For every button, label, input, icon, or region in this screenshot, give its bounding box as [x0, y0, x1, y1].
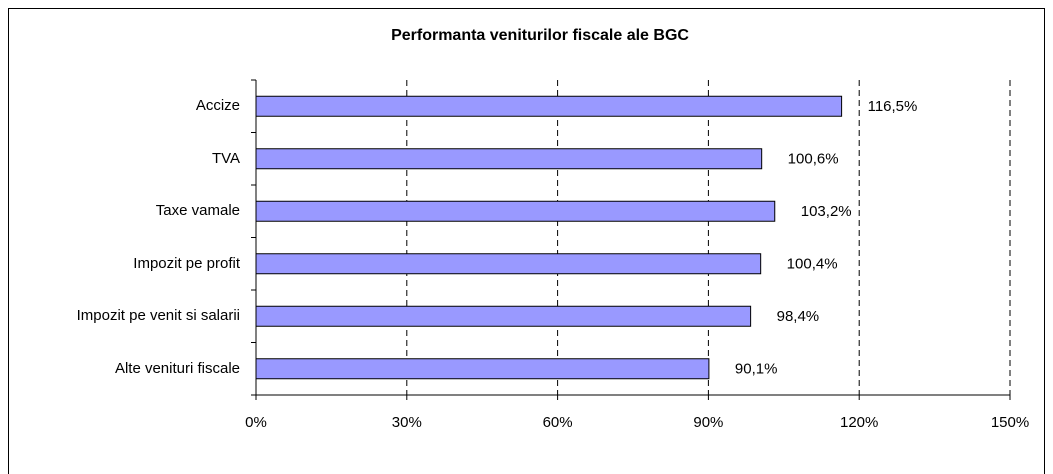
bar [255, 253, 762, 275]
bar [255, 148, 763, 170]
chart-title: Performanta veniturilor fiscale ale BGC [391, 27, 689, 44]
value-label: 100,4% [787, 256, 838, 273]
x-tick-label: 90% [693, 414, 723, 431]
x-tick-label: 0% [245, 414, 267, 431]
x-tick-label: 30% [392, 414, 422, 431]
bar [255, 305, 752, 327]
y-tick-label: Alte venituri fiscale [114, 359, 240, 377]
value-label: 116,5% [868, 98, 918, 115]
bar [255, 200, 776, 222]
x-tick-label: 120% [840, 414, 878, 431]
chart-border [8, 8, 1045, 474]
value-label: 98,4% [777, 308, 820, 325]
y-tick-label: Accize [195, 97, 240, 115]
value-label: 90,1% [735, 361, 778, 378]
x-tick-label: 60% [543, 414, 573, 431]
y-tick-label: Impozit pe profit [133, 254, 240, 272]
y-tick-label: TVA [211, 149, 240, 167]
y-tick-label: Impozit pe venit si salarii [76, 307, 240, 325]
value-label: 100,6% [788, 151, 839, 168]
bar [255, 358, 710, 380]
value-label: 103,2% [801, 203, 852, 220]
bar [255, 95, 843, 117]
x-tick-label: 150% [991, 414, 1029, 431]
y-tick-label: Taxe vamale [155, 202, 240, 220]
